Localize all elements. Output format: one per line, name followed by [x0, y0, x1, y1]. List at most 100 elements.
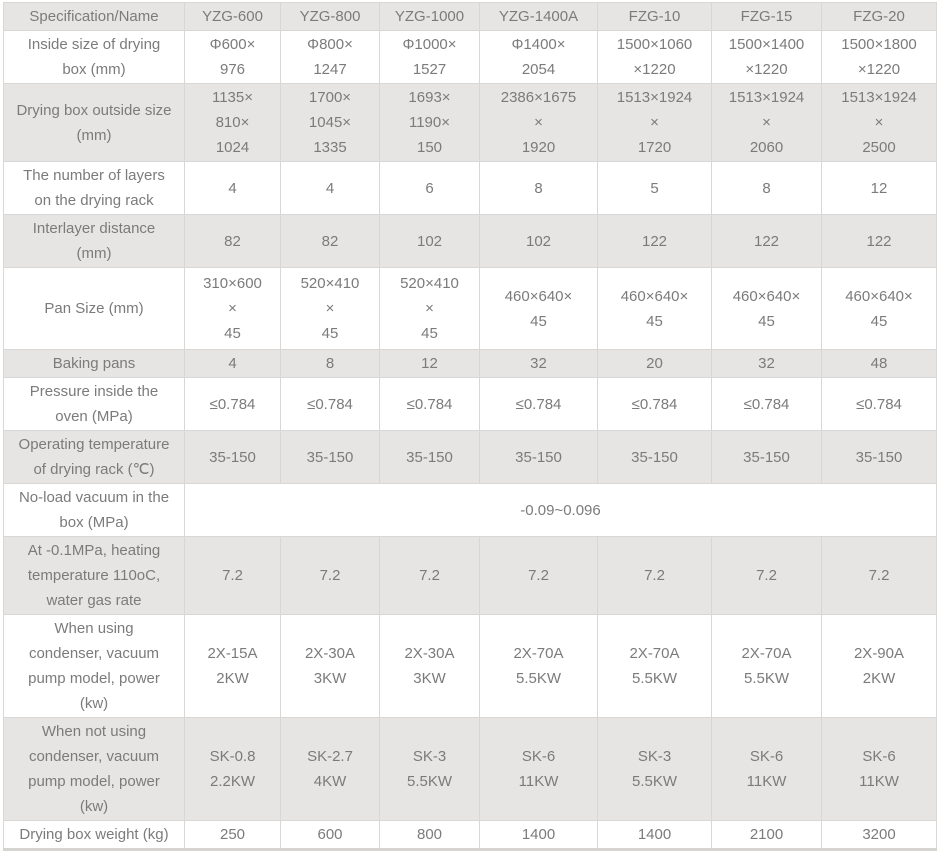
value-cell: 460×640× 45 — [821, 267, 937, 350]
table-row-inside-size: Inside size of drying box (mm) Φ600× 976… — [3, 30, 937, 84]
column-header-cell: FZG-15 — [711, 2, 822, 31]
value-cell: SK-6 11KW — [711, 717, 822, 821]
value-cell: 122 — [711, 214, 822, 268]
value-cell: Φ600× 976 — [184, 30, 281, 84]
column-header-cell: YZG-600 — [184, 2, 281, 31]
table-row-box-weight: Drying box weight (kg) 250 600 800 1400 … — [3, 820, 937, 850]
value-cell: 460×640× 45 — [711, 267, 822, 350]
value-cell: 82 — [184, 214, 281, 268]
spec-label-cell: Operating temperature of drying rack (℃) — [3, 430, 185, 484]
table-row-pan-size: Pan Size (mm) 310×600 × 45 520×410 × 45 … — [3, 267, 937, 350]
value-cell: 250 — [184, 820, 281, 850]
spec-label-cell: The number of layers on the drying rack — [3, 161, 185, 215]
value-cell: 82 — [280, 214, 380, 268]
spec-label-cell: Drying box outside size (mm) — [3, 83, 185, 162]
value-cell: SK-0.8 2.2KW — [184, 717, 281, 821]
table-row-layers: The number of layers on the drying rack … — [3, 161, 937, 215]
table-row-pressure: Pressure inside the oven (MPa) ≤0.784 ≤0… — [3, 377, 937, 431]
table-row-outside-size: Drying box outside size (mm) 1135× 810× … — [3, 83, 937, 162]
spec-label-cell: At -0.1MPa, heating temperature 110oC, w… — [3, 536, 185, 615]
value-cell: 2386×1675 × 1920 — [479, 83, 598, 162]
value-cell: 35-150 — [711, 430, 822, 484]
value-cell: 122 — [821, 214, 937, 268]
value-cell: ≤0.784 — [711, 377, 822, 431]
value-cell: 1500×1800 ×1220 — [821, 30, 937, 84]
value-cell: 7.2 — [597, 536, 712, 615]
merged-value-cell: -0.09~0.096 — [184, 483, 937, 537]
table-row-water-gas-rate: At -0.1MPa, heating temperature 110oC, w… — [3, 536, 937, 615]
column-header-cell: Specification/Name — [3, 2, 185, 31]
value-cell: 2X-15A 2KW — [184, 614, 281, 718]
value-cell: 2X-70A 5.5KW — [479, 614, 598, 718]
spec-label-cell: Baking pans — [3, 349, 185, 378]
value-cell: 460×640× 45 — [479, 267, 598, 350]
table-row-interlayer-distance: Interlayer distance (mm) 82 82 102 102 1… — [3, 214, 937, 268]
value-cell: ≤0.784 — [184, 377, 281, 431]
value-cell: ≤0.784 — [597, 377, 712, 431]
value-cell: 4 — [184, 349, 281, 378]
value-cell: 35-150 — [184, 430, 281, 484]
value-cell: 1693× 1190× 150 — [379, 83, 480, 162]
value-cell: 35-150 — [479, 430, 598, 484]
value-cell: 7.2 — [711, 536, 822, 615]
value-cell: 35-150 — [821, 430, 937, 484]
value-cell: 2X-90A 2KW — [821, 614, 937, 718]
spec-label-cell: No-load vacuum in the box (MPa) — [3, 483, 185, 537]
header-row: Specification/Name YZG-600 YZG-800 YZG-1… — [3, 2, 937, 31]
value-cell: SK-3 5.5KW — [379, 717, 480, 821]
spec-label-cell: Pan Size (mm) — [3, 267, 185, 350]
value-cell: 1400 — [479, 820, 598, 850]
column-header-cell: FZG-10 — [597, 2, 712, 31]
specification-table: Specification/Name YZG-600 YZG-800 YZG-1… — [3, 2, 937, 851]
value-cell: 800 — [379, 820, 480, 850]
value-cell: 2X-30A 3KW — [280, 614, 380, 718]
value-cell: 1500×1060 ×1220 — [597, 30, 712, 84]
spec-label-cell: Drying box weight (kg) — [3, 820, 185, 850]
value-cell: 5 — [597, 161, 712, 215]
column-header-cell: FZG-20 — [821, 2, 937, 31]
column-header-cell: YZG-1400A — [479, 2, 598, 31]
value-cell: 48 — [821, 349, 937, 378]
spec-label-cell: When not using condenser, vacuum pump mo… — [3, 717, 185, 821]
value-cell: 102 — [479, 214, 598, 268]
value-cell: Φ1000× 1527 — [379, 30, 480, 84]
value-cell: Φ800× 1247 — [280, 30, 380, 84]
column-header-cell: YZG-1000 — [379, 2, 480, 31]
value-cell: 1500×1400 ×1220 — [711, 30, 822, 84]
value-cell: 4 — [280, 161, 380, 215]
value-cell: 1513×1924 × 2500 — [821, 83, 937, 162]
value-cell: 7.2 — [479, 536, 598, 615]
value-cell: 2X-70A 5.5KW — [597, 614, 712, 718]
value-cell: 12 — [821, 161, 937, 215]
value-cell: SK-2.7 4KW — [280, 717, 380, 821]
value-cell: 8 — [280, 349, 380, 378]
value-cell: Φ1400× 2054 — [479, 30, 598, 84]
value-cell: 310×600 × 45 — [184, 267, 281, 350]
column-header-cell: YZG-800 — [280, 2, 380, 31]
value-cell: 3200 — [821, 820, 937, 850]
value-cell: ≤0.784 — [479, 377, 598, 431]
value-cell: 1513×1924 × 2060 — [711, 83, 822, 162]
value-cell: 122 — [597, 214, 712, 268]
value-cell: SK-6 11KW — [821, 717, 937, 821]
value-cell: 2100 — [711, 820, 822, 850]
spec-label-cell: Pressure inside the oven (MPa) — [3, 377, 185, 431]
value-cell: 8 — [479, 161, 598, 215]
value-cell: SK-3 5.5KW — [597, 717, 712, 821]
value-cell: 8 — [711, 161, 822, 215]
spec-label-cell: Inside size of drying box (mm) — [3, 30, 185, 84]
value-cell: 32 — [479, 349, 598, 378]
value-cell: 35-150 — [379, 430, 480, 484]
value-cell: 1135× 810× 1024 — [184, 83, 281, 162]
table-row-baking-pans: Baking pans 4 8 12 32 20 32 48 — [3, 349, 937, 378]
value-cell: 1700× 1045× 1335 — [280, 83, 380, 162]
value-cell: 7.2 — [379, 536, 480, 615]
spec-label-cell: Interlayer distance (mm) — [3, 214, 185, 268]
value-cell: 1513×1924 × 1720 — [597, 83, 712, 162]
table-row-operating-temperature: Operating temperature of drying rack (℃)… — [3, 430, 937, 484]
value-cell: 35-150 — [280, 430, 380, 484]
table-row-pump-without-condenser: When not using condenser, vacuum pump mo… — [3, 717, 937, 821]
value-cell: 460×640× 45 — [597, 267, 712, 350]
value-cell: ≤0.784 — [821, 377, 937, 431]
table-row-pump-with-condenser: When using condenser, vacuum pump model,… — [3, 614, 937, 718]
